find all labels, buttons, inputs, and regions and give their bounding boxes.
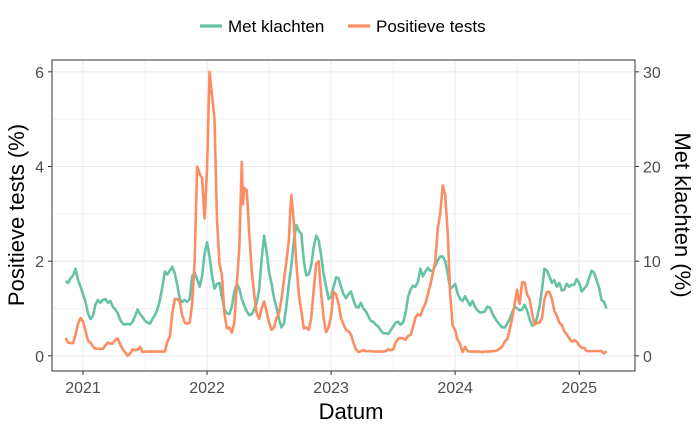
y-right-tick-label: 0 [643, 349, 652, 366]
y-right-tick-label: 10 [643, 254, 661, 271]
y-right-tick-label: 30 [643, 65, 661, 82]
y-left-tick-label: 6 [35, 65, 44, 82]
y-axis-right-title: Met klachten (%) [670, 132, 695, 297]
x-tick-label: 2023 [313, 380, 349, 397]
x-axis: 2021 2022 2023 2024 2025 [65, 371, 597, 397]
y-left-tick-label: 2 [35, 254, 44, 271]
x-tick-label: 2024 [437, 380, 473, 397]
x-axis-title: Datum [319, 399, 384, 424]
y-left-tick-label: 0 [35, 349, 44, 366]
y-axis-right: 0 10 20 30 [635, 65, 661, 366]
legend: Met klachten Positieve tests [200, 17, 486, 36]
x-tick-label: 2021 [65, 380, 101, 397]
y-left-tick-label: 4 [35, 160, 44, 177]
series-line-positieve-tests [64, 70, 608, 358]
x-tick-label: 2025 [561, 380, 597, 397]
y-axis-left-title: Positieve tests (%) [4, 124, 29, 306]
series-line-met-klachten [64, 223, 608, 336]
y-right-tick-label: 20 [643, 160, 661, 177]
x-tick-label: 2022 [189, 380, 225, 397]
grid-major [52, 60, 635, 371]
legend-label-positieve-tests: Positieve tests [376, 17, 486, 36]
plot-panel-border [51, 59, 636, 372]
legend-label-met-klachten: Met klachten [228, 17, 324, 36]
y-axis-left: 0 2 4 6 [35, 65, 52, 366]
series-layer [64, 70, 608, 358]
